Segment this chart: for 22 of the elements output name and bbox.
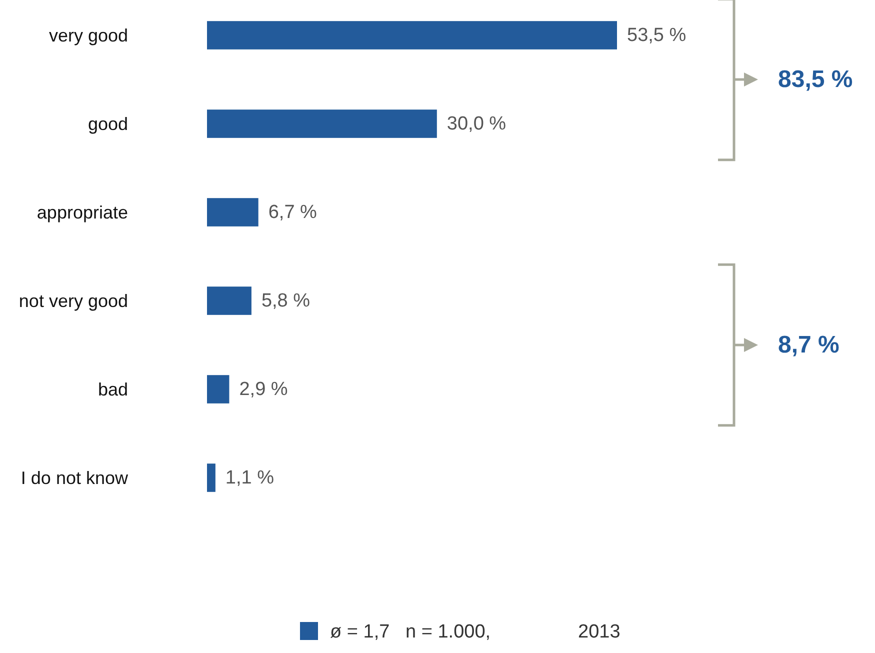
bar — [207, 286, 252, 315]
y-tick-label: I do not know — [20, 468, 129, 488]
text: 83,5 % — [778, 66, 853, 93]
text: 8,7 % — [778, 332, 840, 358]
bar — [207, 375, 230, 404]
bar — [207, 21, 617, 50]
y-tick-label: good — [88, 114, 128, 134]
bar — [207, 464, 216, 492]
data-label: 1,1 % — [225, 467, 274, 488]
bar — [207, 110, 437, 138]
data-label: 6,7 % — [268, 202, 318, 223]
bar — [207, 198, 258, 226]
y-tick-label: not very good — [18, 290, 128, 311]
y-tick-label: very good — [48, 25, 128, 46]
y-tick-label: bad — [98, 379, 128, 400]
data-label: 30,0 % — [446, 113, 506, 134]
text: 2013 — [578, 622, 620, 642]
data-label: 5,8 % — [261, 290, 310, 312]
data-label: 2,9 % — [239, 378, 288, 400]
data-label: 53,5 % — [627, 24, 686, 46]
legend-label: ø = 1,7 n = 1.000, — [330, 622, 491, 642]
y-tick-label: appropriate — [36, 202, 128, 222]
